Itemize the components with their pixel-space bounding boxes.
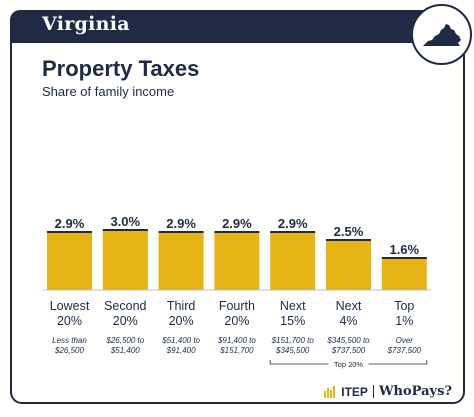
income-range-label: $26,500 [54, 346, 84, 355]
data-label: 2.9% [166, 216, 196, 231]
data-label: 2.9% [278, 216, 308, 231]
income-range-label: $26,500 to [105, 336, 144, 345]
category-label: 1% [395, 314, 413, 328]
itep-label: ITEP [341, 384, 368, 399]
category-label: Fourth [219, 299, 255, 313]
data-label: 2.9% [222, 216, 252, 231]
income-range-label: $91,400 to [217, 336, 256, 345]
income-range-label: $345,500 to [326, 336, 370, 345]
income-range-label: $91,400 [166, 346, 196, 355]
category-label: 20% [57, 314, 82, 328]
category-label: 20% [113, 314, 138, 328]
category-label: Second [104, 299, 146, 313]
income-range-label: Less than [52, 336, 87, 345]
footer-brand: ITEP WhoPays? [324, 384, 452, 399]
category-label: 4% [339, 314, 357, 328]
state-banner [10, 10, 465, 43]
bar [47, 232, 92, 290]
bar [381, 258, 427, 290]
bracket-label-bg [328, 360, 369, 368]
bar [270, 232, 316, 290]
itep-logo-icon [324, 385, 336, 398]
bar [102, 230, 148, 290]
category-label: 15% [280, 314, 305, 328]
category-label: Next [336, 299, 362, 313]
bar [214, 232, 260, 290]
state-badge [411, 4, 472, 65]
data-label: 1.6% [389, 242, 419, 257]
virginia-state-outline-icon [422, 23, 461, 46]
data-label: 2.9% [55, 216, 85, 231]
category-label: Next [280, 299, 306, 313]
income-range-label: $345,500 [275, 346, 310, 355]
data-label: 3.0% [110, 214, 140, 229]
income-range-label: $151,700 to [271, 336, 315, 345]
category-label: Third [167, 299, 196, 313]
income-range-label: Over [396, 336, 414, 345]
category-label: Lowest [50, 299, 90, 313]
category-label: Top [394, 299, 414, 313]
bracket-label: Top 20% [334, 360, 364, 369]
data-label: 2.5% [334, 224, 364, 239]
whopays-label: WhoPays? [378, 384, 452, 399]
category-label: 20% [169, 314, 194, 328]
state-name: Virginia [42, 13, 130, 35]
income-range-label: $51,400 to [161, 336, 200, 345]
income-range-label: $51,400 [110, 346, 140, 355]
bar [326, 240, 371, 290]
income-range-label: $737,500 [331, 346, 366, 355]
income-range-label: $737,500 [387, 346, 422, 355]
chart-subtitle: Share of family income [42, 84, 175, 99]
category-label: 20% [224, 314, 249, 328]
chart-card [10, 10, 465, 404]
bar [158, 232, 204, 290]
income-range-label: $151,700 [219, 346, 254, 355]
brand-divider [372, 385, 374, 398]
chart-title: Property Taxes [42, 56, 200, 81]
